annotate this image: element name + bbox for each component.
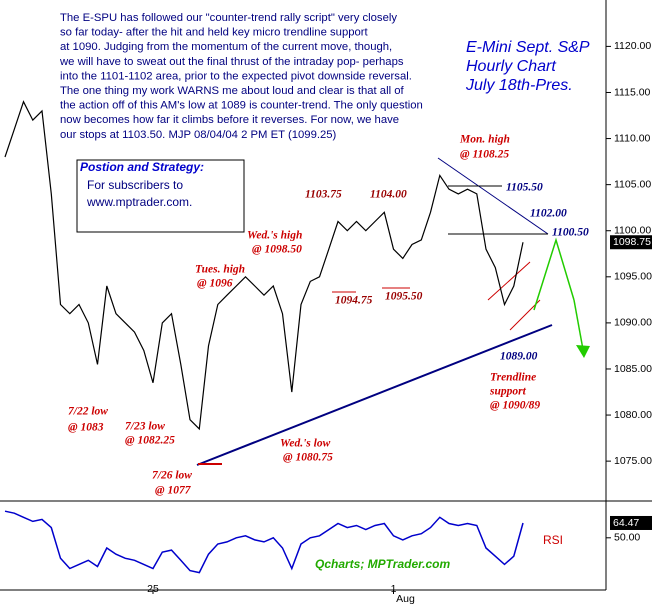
commentary-line: so far today- after the hit and held key… <box>60 27 369 39</box>
channel-line <box>487 261 531 301</box>
commentary-line: our stops at 1103.50. MJP 08/04/04 2 PM … <box>60 129 337 141</box>
annotation: support <box>489 386 527 398</box>
annotation: 7/22 low <box>68 406 108 418</box>
support-trendline <box>196 324 553 466</box>
annotation: @ 1077 <box>155 485 192 497</box>
y-tick-label: 50.00 <box>614 532 640 544</box>
annotation: 1100.50 <box>552 227 589 239</box>
strategy-line: www.mptrader.com. <box>86 195 192 209</box>
annotation: 1102.00 <box>530 208 567 220</box>
annotation: 1094.75 <box>335 295 373 307</box>
strategy-box <box>76 159 245 233</box>
current-rsi-label: 64.47 <box>613 517 639 529</box>
annotation: Wed.'s high <box>247 230 302 242</box>
annotation: @ 1090/89 <box>490 400 540 412</box>
y-tick-label: 1110.00 <box>614 132 651 144</box>
x-sublabel: Aug <box>396 593 415 605</box>
y-tick-label: 1080.00 <box>614 409 652 421</box>
annotation: @ 1082.25 <box>125 435 175 447</box>
y-tick-label: 1115.00 <box>614 86 651 98</box>
projection-arrow <box>533 237 575 311</box>
y-tick-label: 1090.00 <box>614 317 652 329</box>
current-price-box <box>610 235 652 250</box>
annotation: 1105.50 <box>506 182 543 194</box>
annotation: 7/23 low <box>125 421 165 433</box>
annotation: 1103.75 <box>305 189 342 201</box>
chart-title: July 18th-Pres. <box>465 77 573 94</box>
y-tick-label: 1085.00 <box>614 363 652 375</box>
chart-title: Hourly Chart <box>466 58 556 75</box>
commentary-line: the action off of this AM's low at 1089 … <box>60 100 423 112</box>
arrowhead <box>576 345 590 358</box>
annotation: Trendline <box>490 372 536 384</box>
series-label: RSI <box>543 533 563 547</box>
current-rsi-box <box>610 515 652 530</box>
chart-title: E-Mini Sept. S&P <box>466 39 590 56</box>
annotation: 1095.50 <box>385 291 423 303</box>
price-line <box>4 100 524 431</box>
commentary-line: at 1090. Judging from the momentum of th… <box>60 41 392 53</box>
y-tick-label: 1075.00 <box>614 455 652 467</box>
y-tick-label: 1095.00 <box>614 271 652 283</box>
x-tick-label: 25 <box>147 583 159 595</box>
annotation: Wed.'s low <box>280 438 331 450</box>
commentary-line: into the 1101-1102 area, prior to the ex… <box>60 70 412 82</box>
annotation: 7/26 low <box>152 470 192 482</box>
resistance-trendline <box>437 157 549 235</box>
annotation: @ 1108.25 <box>460 149 509 161</box>
annotation: @ 1083 <box>68 422 104 434</box>
annotation: @ 1098.50 <box>252 244 302 256</box>
commentary-line: now becomes how far it climbs before it … <box>60 114 399 126</box>
annotation: 1089.00 <box>500 351 538 363</box>
x-tick-label: 1 <box>391 583 397 595</box>
strategy-title: Postion and Strategy: <box>80 160 204 174</box>
current-price-label: 1098.75 <box>613 236 651 248</box>
annotation: 1104.00 <box>370 189 407 201</box>
annotation: @ 1080.75 <box>283 452 333 464</box>
strategy-line: For subscribers to <box>87 178 183 192</box>
credit: Qcharts; MPTrader.com <box>315 557 450 571</box>
price-line <box>4 510 524 574</box>
y-tick-label: 1100.00 <box>614 225 651 237</box>
commentary-line: we will have to sweat out the final thru… <box>59 56 404 68</box>
y-tick-label: 1105.00 <box>614 178 651 190</box>
commentary-line: The one thing my work WARNS me about lou… <box>60 85 405 97</box>
y-tick-label: 1120.00 <box>614 40 651 52</box>
annotation: @ 1096 <box>197 278 233 290</box>
annotation: Mon. high <box>459 134 510 146</box>
annotation: Tues. high <box>195 264 245 276</box>
commentary-line: The E-SPU has followed our "counter-tren… <box>60 12 397 24</box>
